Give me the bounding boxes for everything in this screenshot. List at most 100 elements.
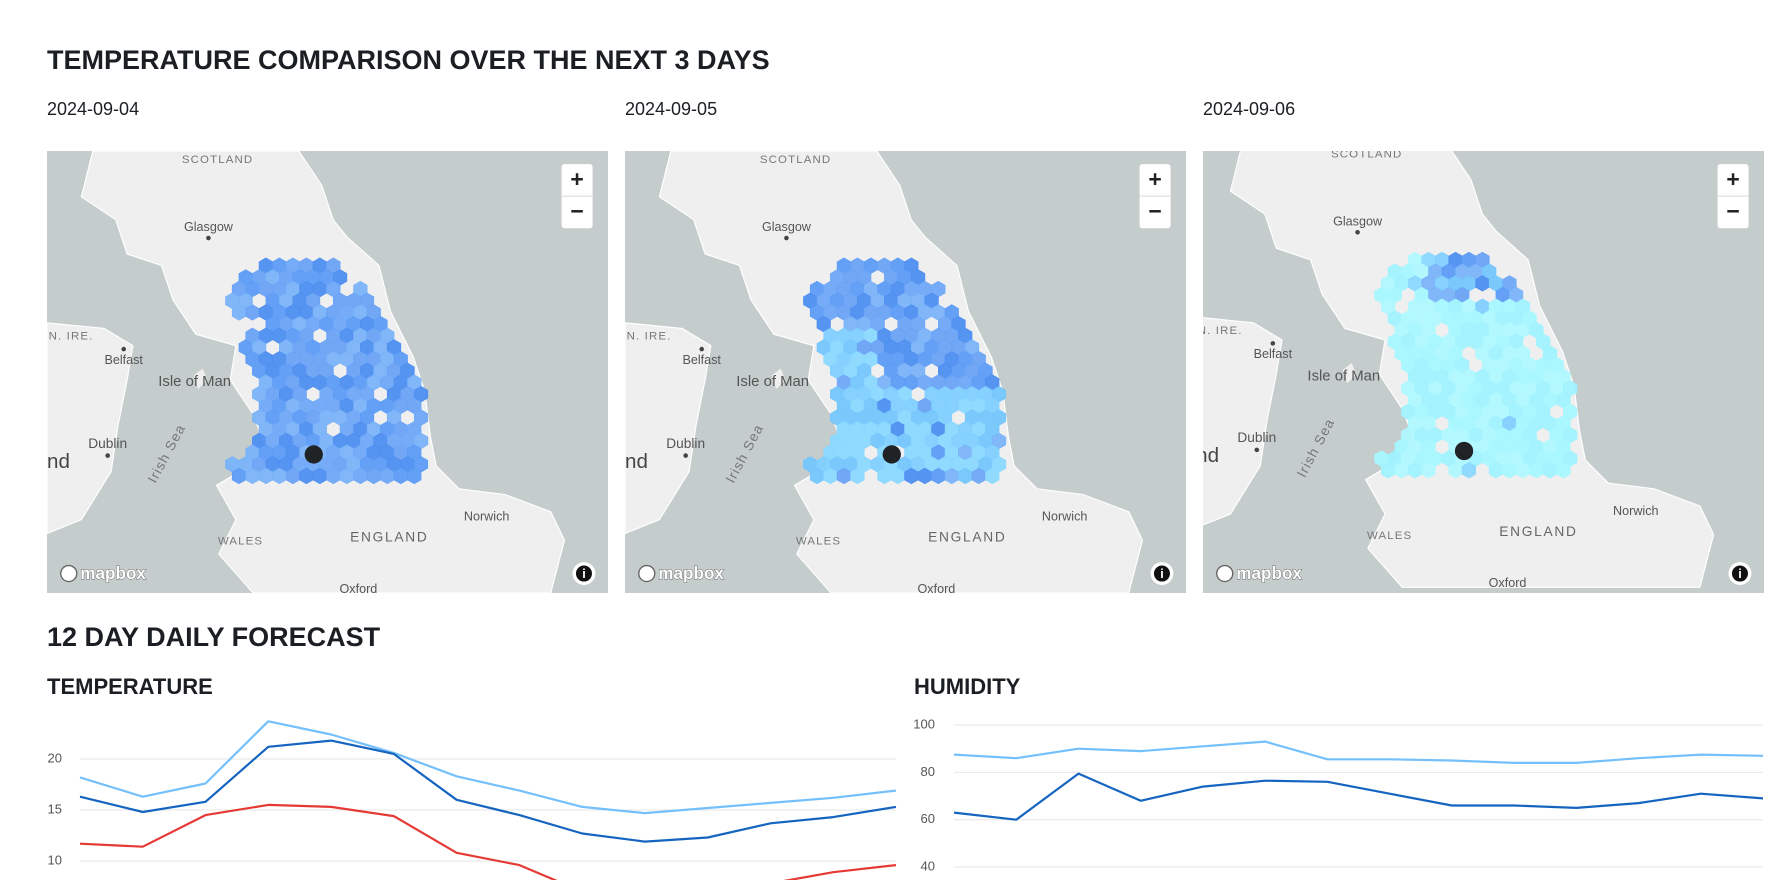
hex-cell — [890, 467, 905, 485]
hex-cell — [809, 467, 825, 485]
map-view: SCOTLAND Glasgow N. IRE. Belfast Isle of Man… — [625, 151, 1144, 593]
hex-cell — [258, 467, 274, 485]
info-icon: i — [1738, 567, 1741, 581]
hex-cell — [353, 467, 368, 485]
land — [771, 368, 786, 390]
map-label: Norwich — [464, 510, 509, 524]
map-label: Oxford — [918, 582, 956, 593]
map-label: Belfast — [1254, 347, 1293, 361]
city-dot — [699, 346, 704, 352]
land — [1229, 151, 1715, 588]
map[interactable]: SCOTLAND Glasgow N. IRE. Belfast Isle of Man… — [1203, 151, 1764, 593]
map-label: Belfast — [682, 353, 721, 367]
zoom-out-button[interactable]: − — [1148, 198, 1161, 224]
city-dot — [784, 235, 789, 241]
hex-cell — [1556, 462, 1571, 479]
series-line — [79, 803, 897, 880]
map-label: WALES — [1367, 530, 1412, 542]
section-title: 12 DAY DAILY FORECAST — [47, 622, 381, 652]
hex-cell — [285, 467, 301, 485]
hex-cell — [850, 467, 865, 485]
hex-cell — [407, 467, 422, 485]
city-dot — [121, 346, 126, 352]
info-button[interactable] — [575, 565, 592, 582]
mapbox-logo — [60, 564, 78, 583]
city-dot — [105, 453, 110, 458]
map-label: Dublin — [666, 436, 705, 451]
map-label: Dublin — [1237, 430, 1276, 445]
hex-cell — [231, 304, 247, 321]
location-marker — [1454, 441, 1474, 461]
map-label: WALES — [796, 535, 841, 547]
map-label: Oxford — [340, 582, 378, 593]
map[interactable]: SCOTLAND Glasgow N. IRE. Belfast Isle of Man… — [47, 151, 608, 593]
map-date: 2024-09-06 — [1203, 99, 1296, 119]
info-icon: i — [582, 567, 585, 581]
hex-cell — [312, 467, 327, 485]
info-button[interactable] — [1153, 565, 1170, 582]
hex-cell — [1407, 462, 1423, 479]
city-dot — [683, 453, 688, 458]
hex-cell — [339, 467, 354, 485]
hex-cell — [326, 467, 341, 485]
line-chart: 40 60 80 100 — [913, 716, 1764, 873]
series-line — [79, 739, 897, 843]
map-label: N. IRE. — [49, 331, 94, 343]
mapbox-logo — [1216, 564, 1234, 583]
chart-title: TEMPERATURE — [47, 674, 213, 699]
info-icon: i — [1160, 567, 1163, 581]
map-date: 2024-09-04 — [47, 99, 140, 119]
hex-cell — [1461, 462, 1477, 479]
y-tick-label: 20 — [48, 750, 62, 765]
zoom-in-button[interactable]: + — [570, 166, 583, 192]
map-label: N. IRE. — [1203, 325, 1243, 337]
hex-cell — [1488, 462, 1504, 479]
land — [1342, 362, 1357, 384]
map-view: SCOTLAND Glasgow N. IRE. Belfast Isle of Man… — [47, 151, 566, 593]
map-label: ENGLAND — [350, 530, 428, 545]
map-label: nd — [47, 450, 70, 473]
map-label: nd — [625, 450, 648, 473]
map-label: Oxford — [1489, 576, 1527, 590]
map-label: SCOTLAND — [182, 154, 253, 166]
city-dot — [1355, 230, 1360, 235]
land — [625, 322, 712, 535]
hex-cell — [917, 467, 932, 485]
land — [47, 322, 134, 535]
map-label: ENGLAND — [928, 530, 1006, 545]
hex-cell — [931, 467, 946, 485]
zoom-in-button[interactable]: + — [1148, 166, 1161, 192]
page-title: TEMPERATURE COMPARISON OVER THE NEXT 3 D… — [47, 45, 770, 75]
map-label: Isle of Man — [1307, 369, 1380, 385]
map-label: Isle of Man — [736, 374, 809, 390]
map-label: Glasgow — [762, 220, 812, 234]
zoom-out-button[interactable]: − — [570, 198, 583, 224]
hex-cell — [958, 467, 973, 485]
land — [1203, 317, 1283, 526]
series-line — [953, 772, 1764, 821]
series-line — [953, 740, 1764, 764]
map-label: Dublin — [88, 436, 127, 451]
line-chart: 10 15 20 — [48, 720, 897, 880]
map[interactable]: SCOTLAND Glasgow N. IRE. Belfast Isle of Man… — [625, 151, 1186, 593]
map-label: N. IRE. — [627, 331, 672, 343]
map-label: SCOTLAND — [1331, 151, 1402, 160]
hex-cell — [231, 467, 247, 485]
y-tick-label: 15 — [48, 801, 62, 816]
hex-cell — [1542, 462, 1558, 479]
hex-cell — [985, 467, 1000, 485]
info-button[interactable] — [1731, 565, 1748, 582]
hex-cell — [1502, 462, 1517, 479]
zoom-in-button[interactable]: + — [1726, 166, 1739, 192]
hex-cell — [1475, 275, 1490, 292]
hex-cell — [1529, 462, 1544, 479]
map-label: Isle of Man — [158, 374, 231, 390]
hex-cell — [904, 467, 919, 485]
map-label: Glasgow — [1333, 214, 1383, 228]
hex-cell — [836, 467, 852, 485]
city-dot — [206, 235, 211, 241]
city-dot — [1270, 341, 1276, 346]
zoom-out-button[interactable]: − — [1726, 198, 1739, 224]
y-tick-label: 40 — [921, 858, 935, 873]
